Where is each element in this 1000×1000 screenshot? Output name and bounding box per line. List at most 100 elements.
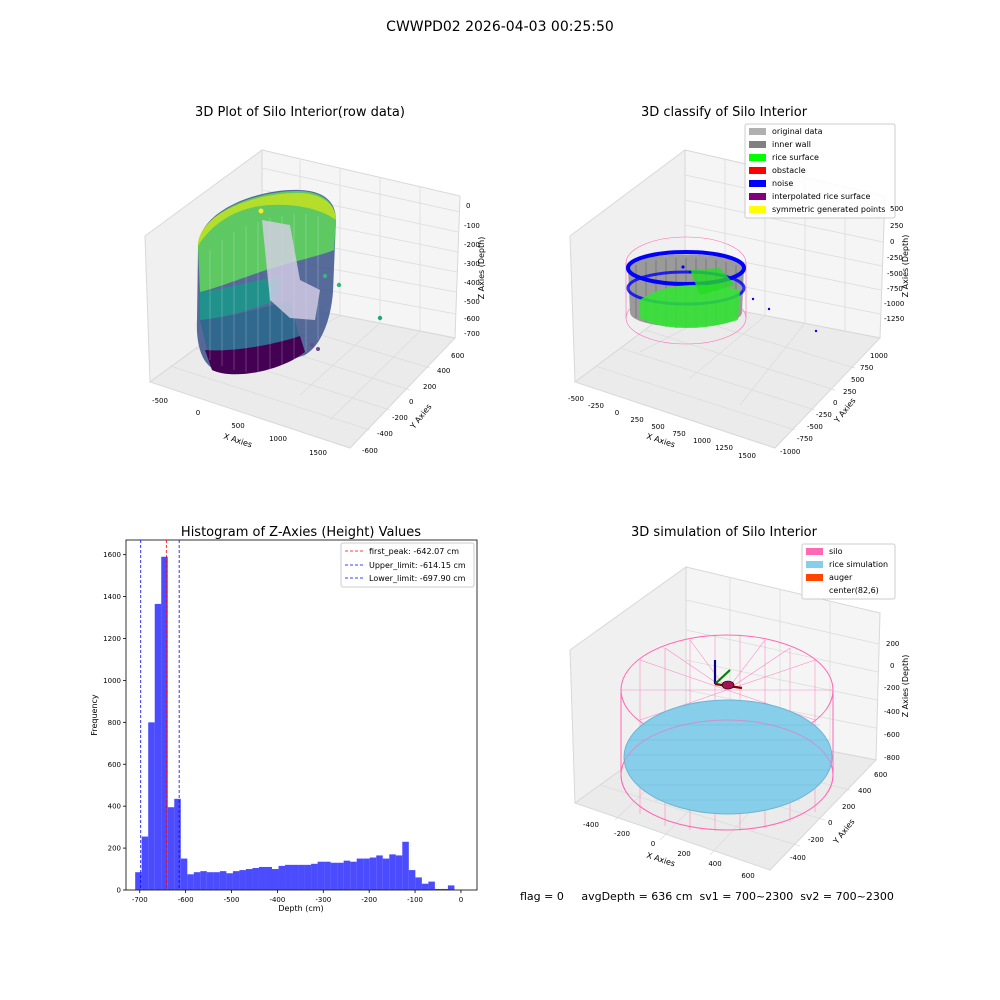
simulation-zlabel: Z Axies (Depth) [901,655,910,718]
histogram-ytick-label: 1000 [103,677,121,685]
classify-floor-pane [573,299,881,449]
histogram-bar [193,872,201,890]
classify-z-ticks: 500 250 0 -250 -500 -750 -1000 -1250 [884,205,904,323]
histogram-ytick-label: 0 [117,887,121,895]
histogram-bar [291,864,299,890]
histogram-bar [441,888,448,890]
panel-raw-3d: 3D Plot of Silo Interior(row data) [144,105,486,457]
simulation-legend-entry: center(82,6) [829,586,879,595]
histogram-bar [304,864,312,890]
figure-suptitle: CWWPD02 2026-04-03 00:25:50 [386,19,614,35]
histogram-legend-label: Upper_limit: -614.15 cm [369,561,466,570]
classify-x-ticks: -500 -250 0 250 500 750 1000 1250 1500 [568,395,756,460]
classify-ztick: 500 [890,205,903,213]
simulation-ytick: -400 [790,854,806,862]
raw-ztick: -200 [464,241,480,249]
histogram-bar [180,858,188,890]
histogram-bar [148,722,155,890]
histogram-bar [324,861,331,890]
classify-ytick: 750 [860,364,873,372]
simulation-status-text: flag = 0 avgDepth = 636 cm sv1 = 700~230… [520,890,894,903]
simulation-legend-label: silo [829,547,843,556]
raw-ytick: 400 [437,367,450,375]
classify-xtick: 750 [672,430,685,438]
simulation-y-ticks: 600 400 200 0 -200 -400 [790,771,887,862]
classify-legend-entry: symmetric generated points [749,205,885,214]
raw-ytick: 200 [423,383,436,391]
classify-legend-frame [744,123,896,219]
histogram-ytick-label: 400 [108,803,121,811]
classify-xtick: 1500 [738,452,756,460]
classify-ytick: -1000 [780,448,800,456]
classify-xtick: 250 [630,416,643,424]
histogram-bar [161,556,168,890]
simulation-legend-entry: auger [806,573,853,582]
histogram-ytick-label: 1600 [103,551,121,559]
simulation-ztick: -200 [884,684,900,692]
histogram-bar [382,858,390,890]
histogram-bar [187,874,194,890]
histogram-bar [330,862,338,890]
histogram-bar [395,855,403,890]
classify-legend-entry: obstacle [749,166,806,175]
simulation-legend-entry: rice simulation [806,560,888,569]
classify-legend-label: rice surface [772,153,819,162]
histogram-plot-area [125,539,478,891]
raw-xtick: -500 [152,397,168,405]
raw-ytick: 600 [451,352,464,360]
classify-legend-label: inner wall [772,140,811,149]
histogram-bar [219,871,227,890]
raw-data-points [196,189,383,375]
simulation-legend-label: auger [829,573,853,582]
histogram-ytick-label: 200 [108,845,121,853]
histogram-bar [408,870,416,890]
histogram-bar [154,603,162,890]
histogram-ytick-label: 1200 [103,635,121,643]
histogram-ytick-label: 600 [108,761,121,769]
histogram-bar [213,872,220,890]
classify-legend-entry: interpolated rice surface [749,192,870,201]
classify-legend-label: original data [772,127,823,136]
histogram-legend-entry: first_peak: -642.07 cm [345,547,459,556]
classify-legend-label: symmetric generated points [772,205,885,214]
raw-xtick: 1000 [269,435,287,443]
raw-ylabel: Y Axies [408,402,434,431]
raw-ytick: -400 [377,430,393,438]
classify-ytick: -750 [797,435,813,443]
simulation-legend-frame [801,543,896,600]
histogram-xtick-label: -500 [224,896,240,904]
classify-zlabel: Z Axies (Depth) [901,235,910,298]
histogram-bar [337,862,344,890]
simulation-legend-entry: silo [806,547,843,556]
raw-ztick: -400 [464,279,480,287]
histogram-bar [245,869,253,890]
histogram-xtick-label: -700 [132,896,148,904]
simulation-xtick: 200 [677,850,690,858]
histogram-bar [421,883,429,890]
classify-xtick: -500 [568,395,584,403]
simulation-ylabel: Y Axies [831,817,857,846]
classify-legend-label: noise [772,179,793,188]
histogram-bar [271,869,279,890]
panel-raw-title: 3D Plot of Silo Interior(row data) [195,105,405,120]
simulation-ztick: 0 [890,662,894,670]
histogram-bar [317,861,325,890]
simulation-xtick: -200 [614,830,630,838]
classify-y-ticks: 1000 750 500 250 0 -250 -500 -750 -1000 [780,352,888,456]
histogram-bar [356,858,364,890]
histogram-xtick-label: -300 [315,896,331,904]
simulation-xtick: 400 [708,860,721,868]
classify-legend-entry: noise [749,179,793,188]
histogram-bar [285,864,292,890]
raw-y-ticks: 600 400 200 0 -200 -400 -600 [362,352,464,455]
histogram-reference-lines [140,540,180,890]
classify-ytick: 0 [833,399,837,407]
raw-xtick: 0 [196,409,200,417]
classify-ytick: 500 [851,376,864,384]
classify-legend-entry: inner wall [749,140,811,149]
classify-xtick: 500 [651,423,664,431]
raw-xtick: 500 [231,422,244,430]
simulation-xlabel: X Axies [645,851,676,869]
raw-xtick: 1500 [309,449,327,457]
